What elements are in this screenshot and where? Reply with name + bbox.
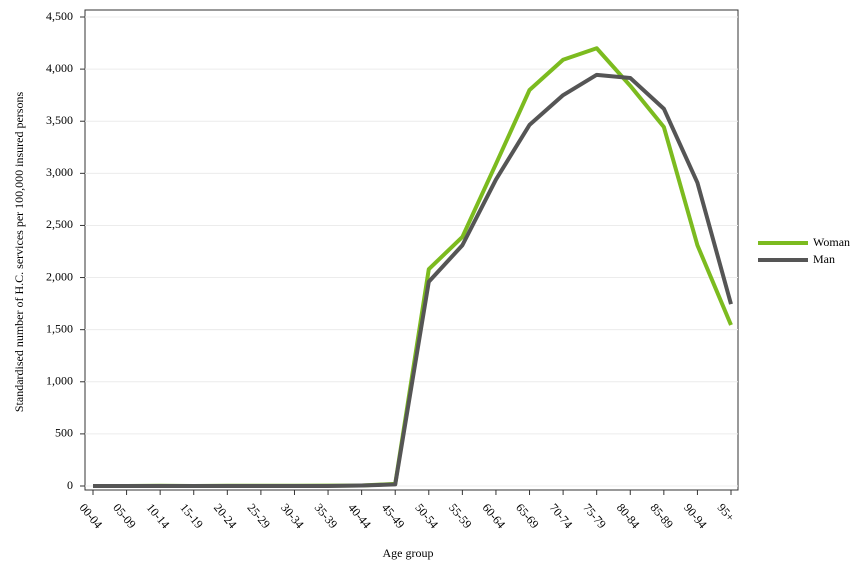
- y-tick-label: 1,000: [46, 374, 73, 388]
- x-tick-label: 20-24: [211, 501, 240, 531]
- y-tick-label: 4,000: [46, 61, 73, 75]
- y-axis-label: Standardised number of H.C. services per…: [12, 92, 26, 413]
- x-tick-label: 75-79: [580, 501, 609, 531]
- x-tick-label: 15-19: [177, 501, 206, 531]
- y-tick-label: 500: [55, 426, 73, 440]
- x-tick-label: 80-84: [614, 501, 643, 531]
- x-axis-label: Age group: [383, 546, 434, 560]
- x-tick-label: 10-14: [144, 501, 173, 531]
- x-tick-label: 30-34: [278, 501, 307, 531]
- x-tick-label: 40-44: [345, 501, 374, 531]
- y-tick-label: 3,000: [46, 165, 73, 179]
- series-line: [93, 72, 733, 488]
- y-tick-label: 0: [67, 478, 73, 492]
- y-tick-label: 3,500: [46, 113, 73, 127]
- x-tick-label: 25-29: [244, 501, 273, 531]
- x-tick-label: 90-94: [681, 501, 710, 531]
- x-tick-label: 00-04: [77, 501, 106, 531]
- x-tick-label: 55-59: [446, 501, 475, 531]
- x-tick-label: 35-39: [312, 501, 341, 531]
- plot-frame: [84, 9, 739, 491]
- x-tick-label: 70-74: [547, 501, 576, 531]
- series-line: [93, 46, 733, 488]
- x-tick-label: 05-09: [110, 501, 139, 531]
- x-tick-label: 65-69: [513, 501, 542, 531]
- y-tick-label: 2,000: [46, 269, 73, 283]
- y-tick-label: 4,500: [46, 9, 73, 23]
- x-tick-label: 50-54: [412, 501, 441, 531]
- y-tick-label: 1,500: [46, 321, 73, 335]
- x-tick-label: 85-89: [647, 501, 676, 531]
- x-tick-label: 60-64: [480, 501, 509, 531]
- x-tick-label: 45-49: [379, 501, 408, 531]
- legend-label: Man: [813, 252, 835, 266]
- x-tick-label: 95+: [715, 501, 738, 525]
- y-tick-label: 2,500: [46, 217, 73, 231]
- legend-label: Woman: [813, 235, 850, 249]
